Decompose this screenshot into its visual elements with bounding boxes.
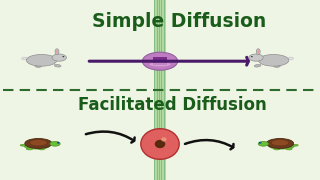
Ellipse shape: [52, 54, 67, 61]
Ellipse shape: [254, 64, 261, 67]
Ellipse shape: [271, 140, 289, 146]
Ellipse shape: [259, 55, 289, 66]
Bar: [153, 57, 167, 65]
Ellipse shape: [27, 55, 57, 66]
Ellipse shape: [273, 65, 280, 67]
Ellipse shape: [24, 144, 49, 149]
Ellipse shape: [62, 56, 64, 57]
Ellipse shape: [251, 56, 253, 57]
Text: Facilitated Diffusion: Facilitated Diffusion: [78, 96, 267, 114]
Ellipse shape: [142, 52, 178, 70]
Bar: [154, 0, 155, 180]
Bar: [159, 0, 160, 180]
Ellipse shape: [26, 148, 33, 150]
Ellipse shape: [161, 137, 166, 141]
Bar: [154, 0, 166, 180]
Ellipse shape: [50, 141, 60, 146]
Bar: [161, 0, 162, 180]
Text: Simple Diffusion: Simple Diffusion: [92, 12, 266, 31]
Ellipse shape: [54, 64, 61, 67]
Ellipse shape: [266, 139, 294, 148]
Ellipse shape: [258, 141, 268, 146]
Ellipse shape: [274, 148, 280, 150]
Ellipse shape: [259, 142, 261, 143]
Ellipse shape: [292, 144, 298, 146]
Ellipse shape: [55, 49, 59, 55]
Ellipse shape: [257, 50, 259, 53]
Ellipse shape: [29, 140, 47, 146]
Ellipse shape: [286, 148, 292, 150]
Bar: [164, 0, 165, 180]
Ellipse shape: [269, 144, 294, 149]
Ellipse shape: [256, 49, 260, 55]
Bar: [163, 0, 164, 180]
Ellipse shape: [35, 65, 42, 67]
Ellipse shape: [56, 50, 58, 53]
Ellipse shape: [25, 139, 52, 148]
Ellipse shape: [155, 140, 165, 148]
Ellipse shape: [38, 148, 45, 150]
Ellipse shape: [57, 142, 60, 143]
Ellipse shape: [249, 54, 263, 61]
Ellipse shape: [149, 62, 171, 66]
Ellipse shape: [22, 57, 28, 60]
Ellipse shape: [288, 57, 293, 60]
Ellipse shape: [141, 129, 179, 159]
Ellipse shape: [20, 144, 26, 146]
Bar: [157, 0, 158, 180]
